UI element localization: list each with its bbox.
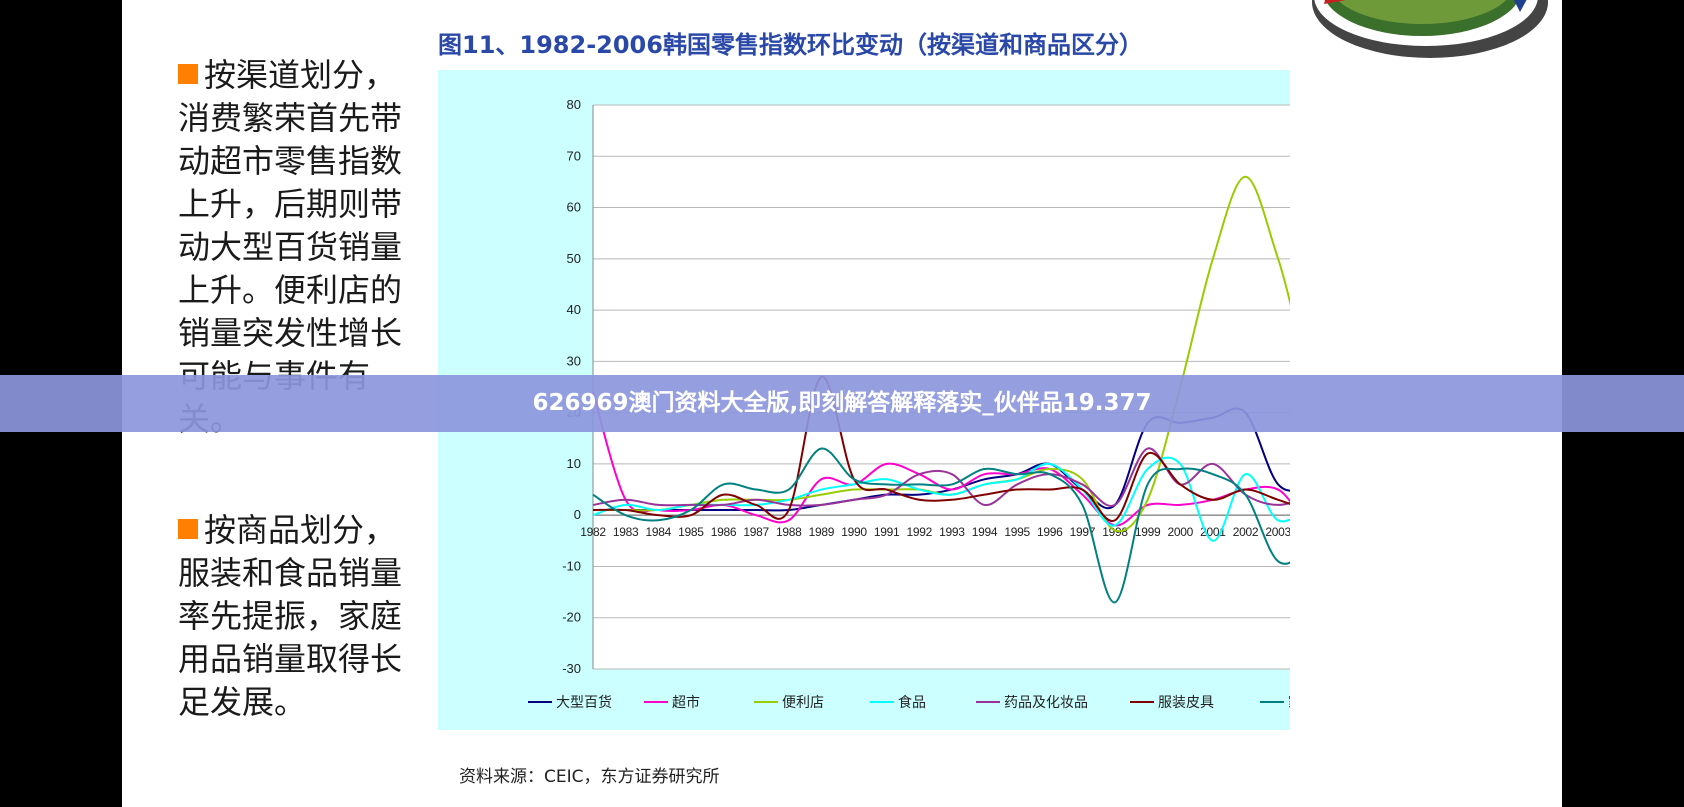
x-tick-label: 1998 <box>1102 525 1128 539</box>
legend-label: 服装皮具 <box>1158 695 1214 711</box>
legend-label: 食品 <box>898 694 926 711</box>
x-tick-label: 1987 <box>743 525 769 539</box>
x-tick-label: 2003 <box>1265 525 1290 539</box>
legend-label: 家居用品 <box>1288 694 1290 711</box>
source-note: 资料来源：CEIC，东方证券研究所 <box>459 767 720 787</box>
decorative-globe-logo <box>1312 0 1548 58</box>
y-tick-label: 0 <box>574 507 581 522</box>
x-tick-label: 1996 <box>1037 525 1063 539</box>
y-tick-label: 30 <box>567 353 581 368</box>
x-tick-label: 1995 <box>1004 525 1030 539</box>
y-tick-label: 60 <box>567 200 581 215</box>
x-tick-label: 1984 <box>646 525 672 539</box>
series-line <box>592 447 1290 604</box>
y-tick-label: 40 <box>567 302 581 317</box>
x-tick-label: 1982 <box>580 525 606 539</box>
chart-title: 图11、1982-2006韩国零售指数环比变动（按渠道和商品区分） <box>438 31 1143 59</box>
bullet-product-analysis: 按商品划分，服装和食品销量率先提振，家庭用品销量取得长足发展。 <box>178 511 403 721</box>
bullet-square-icon <box>178 519 198 539</box>
legend-label: 药品及化妆品 <box>1004 695 1088 711</box>
y-tick-label: 70 <box>567 148 581 163</box>
x-tick-label: 1992 <box>907 525 933 539</box>
overlay-banner: 626969澳门资料大全版,即刻解答解释落实_伙伴品19.377 <box>0 375 1684 432</box>
x-tick-label: 1985 <box>678 525 704 539</box>
series-line <box>592 375 1290 522</box>
x-tick-label: 1988 <box>776 525 802 539</box>
y-tick-label: 10 <box>567 456 581 471</box>
x-tick-label: 1999 <box>1135 525 1161 539</box>
x-tick-label: 1993 <box>939 525 965 539</box>
y-tick-label: 50 <box>567 251 581 266</box>
y-tick-label: -20 <box>562 610 581 625</box>
x-tick-label: 1991 <box>874 525 900 539</box>
x-tick-label: 1983 <box>613 525 639 539</box>
banner-text: 626969澳门资料大全版,即刻解答解释落实_伙伴品19.377 <box>532 390 1152 416</box>
legend-label: 便利店 <box>782 695 824 711</box>
bullet-square-icon <box>178 64 198 84</box>
legend-label: 超市 <box>672 694 700 711</box>
x-tick-label: 2000 <box>1168 525 1194 539</box>
x-tick-label: 1989 <box>809 525 835 539</box>
x-tick-label: 1986 <box>711 525 737 539</box>
x-tick-label: 2002 <box>1233 525 1259 539</box>
legend-label: 大型百货 <box>556 694 612 711</box>
y-tick-label: -10 <box>562 558 581 573</box>
x-tick-label: 1994 <box>972 525 998 539</box>
y-tick-label: -30 <box>562 661 581 676</box>
y-tick-label: 80 <box>567 97 581 112</box>
x-tick-label: 1990 <box>841 525 867 539</box>
